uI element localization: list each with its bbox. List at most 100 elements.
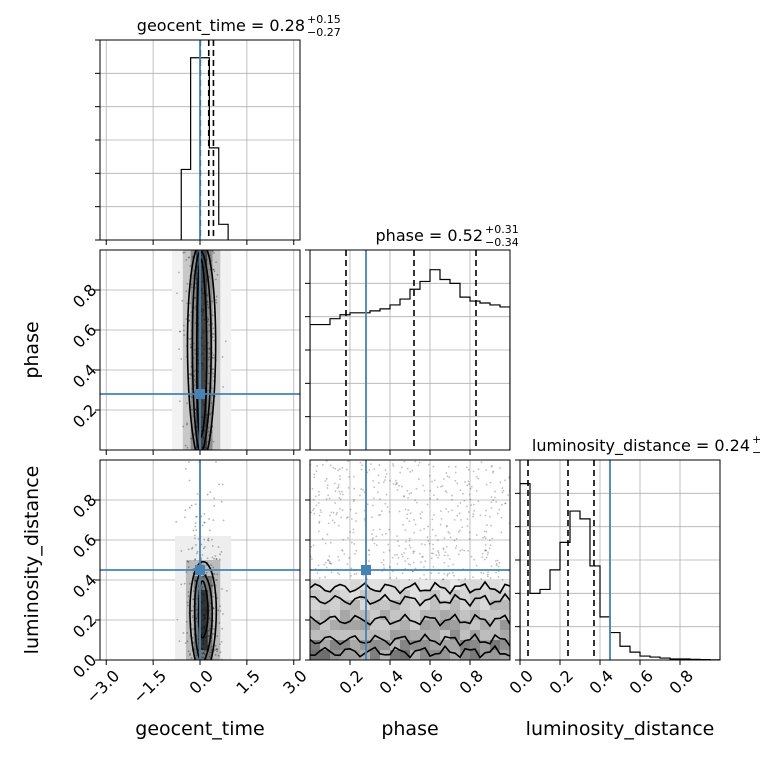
sample-point (419, 513, 422, 515)
sample-point (203, 521, 206, 524)
sample-point (442, 548, 445, 551)
sample-point (377, 481, 380, 484)
sample-point (208, 324, 211, 327)
sample-point (507, 494, 510, 496)
sample-point (496, 559, 499, 562)
sample-point (188, 582, 191, 585)
sample-point (219, 610, 222, 612)
sample-point (310, 545, 313, 548)
sample-point (222, 613, 224, 615)
sample-point (414, 460, 417, 463)
sample-point (438, 554, 441, 556)
contour-line (310, 613, 510, 628)
sample-point (407, 563, 410, 565)
hist_geocent_time-steps (180, 57, 229, 240)
sample-point (203, 357, 206, 360)
sample-point (200, 543, 203, 546)
sample-point (200, 589, 203, 592)
sample-point (196, 265, 199, 268)
density-bin (410, 640, 420, 650)
sample-point (468, 483, 470, 486)
x-tick-label: 3.0 (279, 666, 310, 697)
sample-point (372, 504, 374, 507)
sample-point (412, 550, 415, 553)
density-bin (460, 600, 470, 610)
x-tick-label: 0.8 (666, 666, 697, 697)
density-bin (450, 630, 460, 640)
density-bin (330, 580, 340, 590)
sample-point (328, 555, 331, 558)
sample-point (486, 575, 489, 578)
sample-point (219, 605, 222, 608)
sample-point (485, 530, 488, 533)
sample-point (398, 484, 401, 487)
sample-point (203, 599, 206, 602)
sample-point (211, 632, 214, 635)
sample-point (190, 372, 193, 375)
sample-point (341, 549, 343, 551)
sample-point (218, 643, 221, 646)
sample-point (334, 502, 337, 504)
sample-point (202, 614, 205, 617)
sample-point (208, 529, 211, 532)
sample-point (342, 493, 344, 496)
sample-point (188, 506, 191, 509)
contour-line (193, 571, 214, 660)
scatter-phase-geocent-time (95, 249, 301, 455)
sample-point (206, 493, 209, 496)
sample-point (399, 471, 402, 474)
sample-point (435, 554, 438, 557)
sample-point (334, 490, 337, 493)
sample-point (353, 498, 355, 501)
sample-point (188, 479, 191, 482)
sample-point (466, 525, 469, 527)
sample-point (378, 464, 381, 466)
sample-point (203, 318, 206, 321)
sample-point (203, 429, 206, 432)
sample-point (411, 570, 414, 573)
sample-point (419, 561, 422, 563)
sample-point (212, 268, 215, 271)
sample-point (501, 491, 504, 494)
sample-point (211, 322, 214, 325)
sample-point (396, 482, 398, 485)
sample-point (350, 574, 352, 577)
sample-point (207, 317, 209, 320)
sample-point (392, 465, 395, 467)
sample-point (413, 518, 415, 521)
sample-point (492, 471, 494, 474)
density-bin (380, 610, 390, 620)
sample-point (190, 346, 192, 348)
sample-point (209, 491, 212, 494)
sample-point (206, 303, 209, 306)
sample-point (213, 649, 216, 652)
sample-point (345, 468, 348, 471)
sample-point (214, 654, 217, 656)
sample-point (477, 468, 480, 471)
sample-point (406, 557, 409, 560)
sample-point (213, 628, 216, 631)
sample-point (201, 363, 204, 366)
sample-point (183, 582, 186, 585)
density-bin (500, 640, 510, 650)
sample-point (404, 547, 407, 550)
sample-point (488, 515, 491, 518)
sample-point (216, 573, 219, 576)
density-bin (500, 650, 510, 660)
sample-point (440, 517, 443, 520)
sample-point (454, 479, 457, 482)
sample-point (210, 564, 213, 567)
sample-point (480, 571, 483, 574)
sample-point (335, 513, 338, 516)
sample-point (381, 533, 384, 536)
sample-point (409, 563, 411, 566)
sample-point (404, 560, 407, 563)
sample-point (197, 638, 200, 641)
sample-point (454, 547, 457, 549)
sample-point (468, 537, 471, 540)
panel-title: geocent_time = 0.28 +0.15−0.27 (137, 13, 341, 39)
sample-point (203, 628, 206, 631)
sample-point (391, 463, 394, 465)
sample-point (454, 471, 457, 474)
sample-point (442, 578, 444, 581)
